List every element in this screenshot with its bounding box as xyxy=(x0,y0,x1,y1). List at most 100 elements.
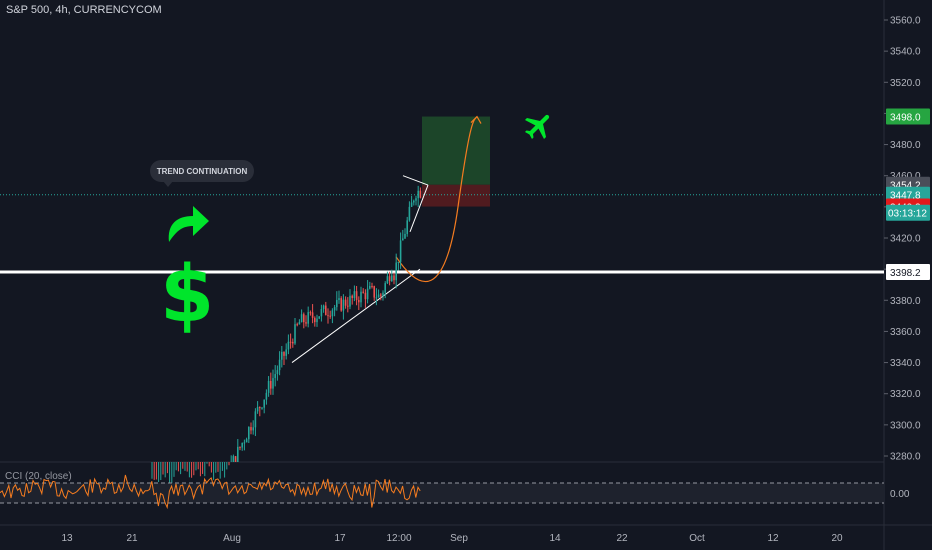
projection-arrowhead xyxy=(470,115,482,124)
candle-body xyxy=(248,427,250,440)
x-tick-label: Aug xyxy=(223,533,241,544)
candle-body xyxy=(410,202,413,207)
candle-body xyxy=(377,294,380,298)
candle-body xyxy=(366,288,369,300)
x-tick-label: 17 xyxy=(334,533,346,544)
callout-tail xyxy=(163,181,173,187)
price-label-text: 3398.2 xyxy=(890,268,921,279)
candle-body xyxy=(307,312,309,324)
cci-line xyxy=(0,474,421,510)
candle-body xyxy=(333,307,336,311)
candle-body xyxy=(243,442,246,444)
x-tick-label: 13 xyxy=(61,533,73,544)
candle-body xyxy=(283,351,285,356)
x-axis: 13 21 Aug 17 12:00 Sep 14 22 Oct 12 20 xyxy=(0,524,932,544)
candle-body xyxy=(270,380,272,389)
candle-body xyxy=(342,299,345,311)
candle-body xyxy=(287,341,290,350)
pennant-upper xyxy=(402,175,429,186)
cci-oscillator: 0.00 xyxy=(0,474,910,510)
candle-body xyxy=(380,294,382,296)
candle-body xyxy=(267,380,270,393)
candle-body xyxy=(261,407,263,409)
candle-body xyxy=(234,456,237,462)
candle-body xyxy=(285,349,287,356)
candle-body xyxy=(241,442,243,448)
candle-body xyxy=(294,324,296,344)
x-tick-label: Oct xyxy=(689,533,705,544)
candle-body xyxy=(281,351,283,360)
candle-body xyxy=(402,238,404,241)
candle-body xyxy=(300,314,303,323)
candle-body xyxy=(329,315,331,317)
y-tick-label: 3380.0 xyxy=(890,296,921,307)
chart-title: S&P 500, 4h, CURRENCYCOM xyxy=(6,4,162,16)
candle-body xyxy=(274,374,276,379)
candle-body xyxy=(276,370,279,375)
candle-body xyxy=(322,305,325,309)
candle-body xyxy=(397,261,400,263)
candle-body xyxy=(399,240,402,262)
stop-zone xyxy=(422,184,490,207)
position-zones xyxy=(422,116,490,207)
candle-body xyxy=(364,292,367,300)
trend-callout: TREND CONTINUATION xyxy=(150,160,254,182)
x-tick-label: 22 xyxy=(616,533,628,544)
trendline-lower xyxy=(291,268,421,363)
x-tick-label: 20 xyxy=(831,533,843,544)
y-tick-label: 3540.0 xyxy=(890,47,921,58)
candle-body xyxy=(256,407,259,412)
candle-body xyxy=(314,317,316,323)
x-tick-label: 12 xyxy=(767,533,779,544)
candle-body xyxy=(298,322,301,325)
candle-body xyxy=(303,314,305,323)
x-tick-label: 12:00 xyxy=(386,533,411,544)
candle-body xyxy=(318,316,320,319)
candle-body xyxy=(386,276,389,284)
candle-body xyxy=(325,305,327,316)
candle-body xyxy=(344,299,347,306)
candle-body xyxy=(362,291,364,293)
airplane-icon xyxy=(524,114,550,140)
candle-body xyxy=(263,399,265,408)
candle-body xyxy=(395,262,397,281)
candle-body xyxy=(259,407,261,409)
candle-body xyxy=(373,286,375,298)
candle-body xyxy=(371,285,373,287)
candle-body xyxy=(419,190,422,198)
y-tick-label: 3360.0 xyxy=(890,327,921,338)
candle-body xyxy=(393,275,395,281)
y-tick-label: 3280.0 xyxy=(890,452,921,463)
x-tick-label: 14 xyxy=(549,533,561,544)
candle-body xyxy=(404,233,406,239)
candle-body xyxy=(309,312,312,314)
candle-body xyxy=(347,305,349,307)
candle-body xyxy=(252,427,254,431)
candle-body xyxy=(349,295,351,307)
countdown-text: 03:13:12 xyxy=(888,209,927,220)
y-tick-label: 3560.0 xyxy=(890,16,921,27)
turn-arrow-icon xyxy=(168,206,209,242)
candle-body xyxy=(369,285,371,289)
price-label-text: 3498.0 xyxy=(890,113,921,124)
x-tick-label: Sep xyxy=(450,533,468,544)
y-tick-label: 3520.0 xyxy=(890,78,921,89)
candle-body xyxy=(254,411,257,428)
oscillator-label: CCI (20, close) xyxy=(5,471,72,482)
candle-body xyxy=(340,298,342,311)
candle-body xyxy=(336,300,338,308)
candle-body xyxy=(338,298,340,301)
candlestick-series xyxy=(151,185,422,485)
y-tick-label: 3480.0 xyxy=(890,140,921,151)
candle-body xyxy=(327,315,329,317)
candle-body xyxy=(316,318,318,323)
candle-body xyxy=(417,190,419,199)
candle-body xyxy=(232,456,235,462)
candle-body xyxy=(384,283,386,293)
chart-lines xyxy=(0,115,884,363)
candle-body xyxy=(272,378,274,389)
target-zone xyxy=(422,116,490,185)
candle-body xyxy=(391,275,393,282)
